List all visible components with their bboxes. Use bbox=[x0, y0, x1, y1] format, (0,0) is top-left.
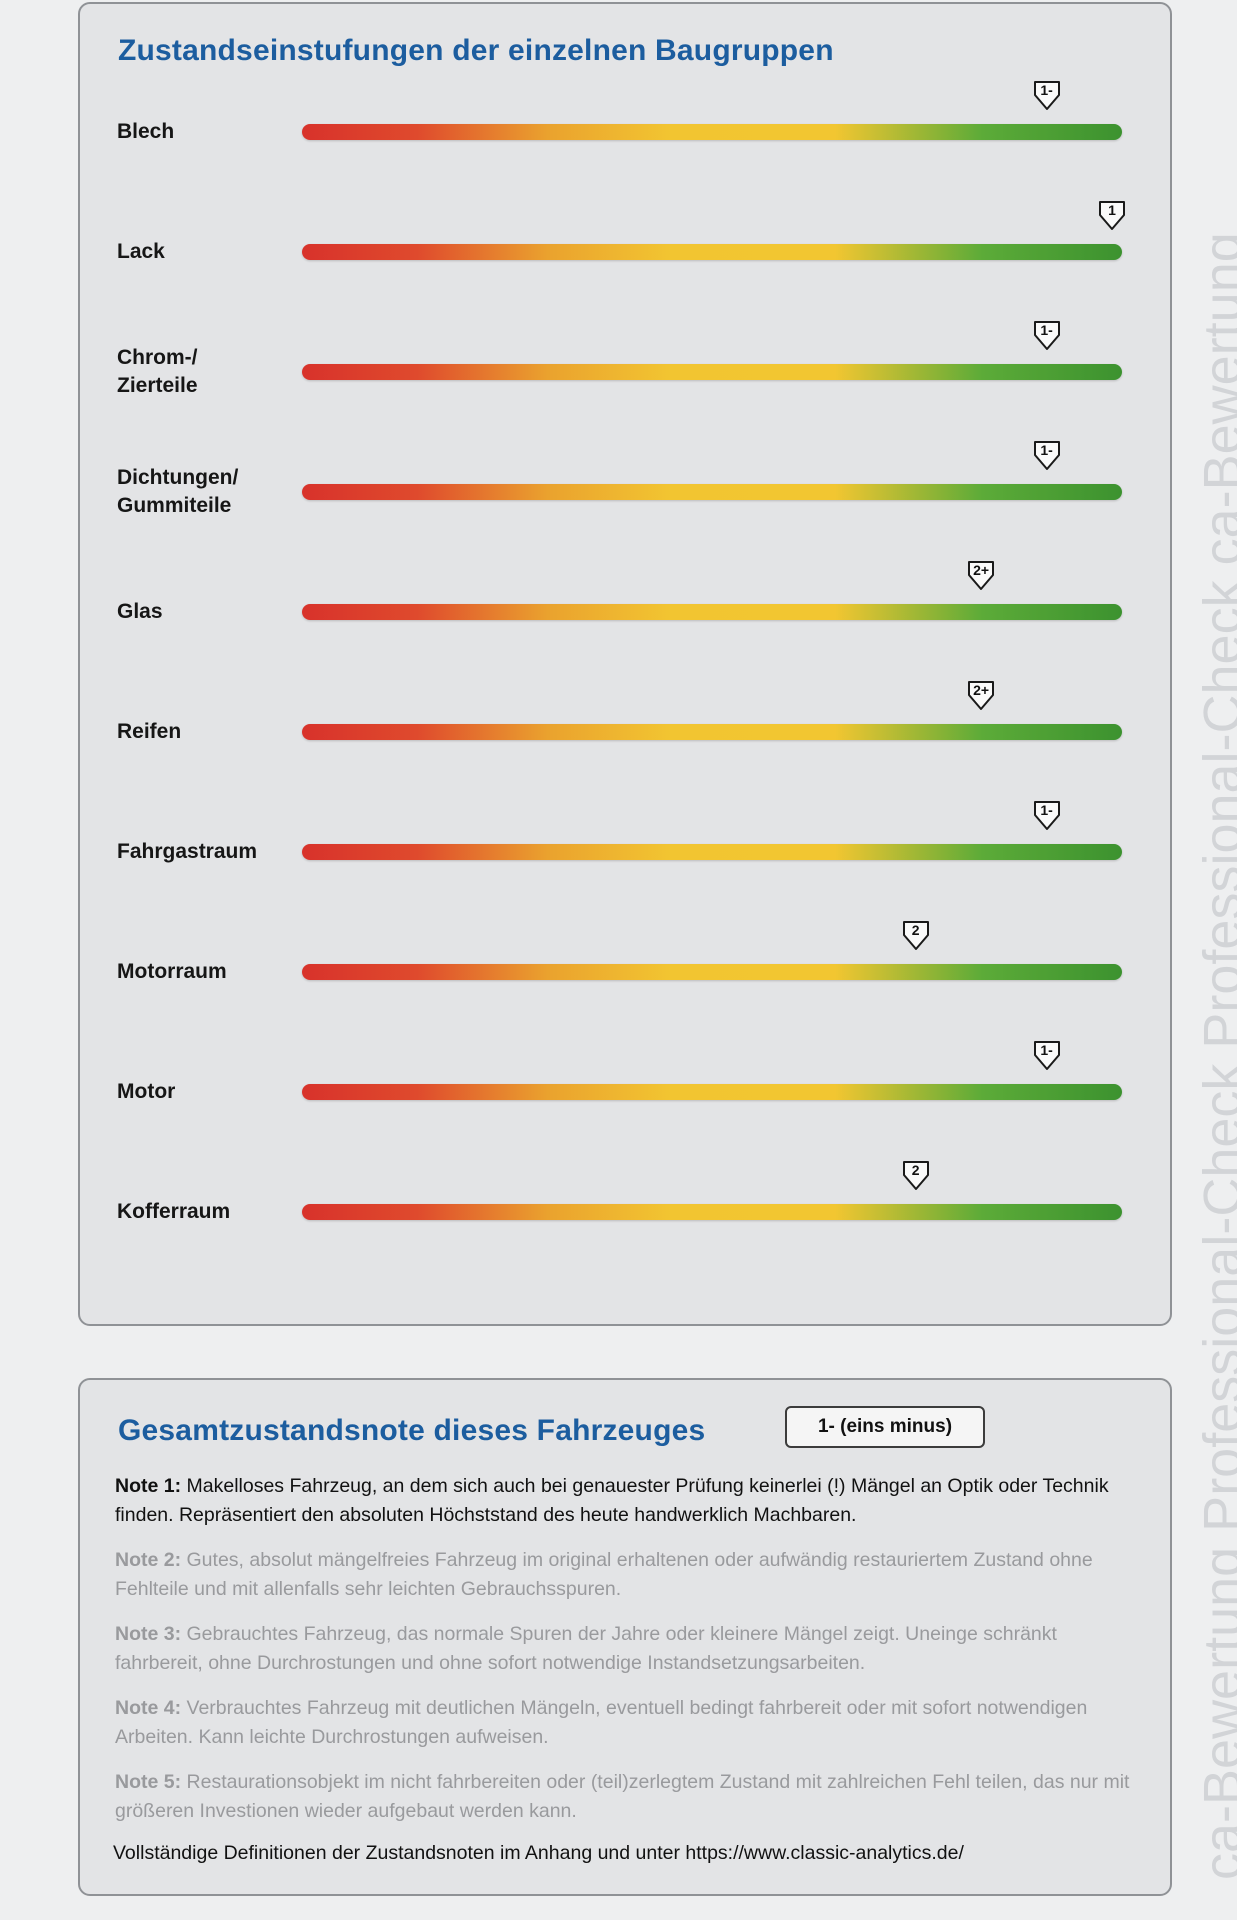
rating-scale-bar: 2+ bbox=[302, 681, 1122, 740]
rating-label: Motorraum bbox=[117, 960, 227, 983]
grade-marker-arrow-icon bbox=[1099, 201, 1125, 230]
overall-grade-badge: 1- (eins minus) bbox=[785, 1406, 985, 1448]
grade-marker: 1- bbox=[1028, 440, 1066, 472]
rating-scale-bar: 2 bbox=[302, 1161, 1122, 1220]
grade-marker-arrow-icon bbox=[968, 681, 995, 710]
grade-marker: 2 bbox=[897, 1160, 935, 1192]
definitions-footer-link-text: Vollständige Definitionen der Zustandsno… bbox=[113, 1842, 964, 1864]
rating-label: Fahrgastraum bbox=[117, 840, 258, 863]
grade-marker-arrow-icon bbox=[1033, 81, 1060, 110]
note-2-definition: Note 2: Gutes, absolut mängelfreies Fahr… bbox=[115, 1546, 1135, 1604]
note-1-definition: Note 1: Makelloses Fahrzeug, an dem sich… bbox=[115, 1472, 1135, 1530]
rating-label: Motor bbox=[117, 1080, 176, 1103]
grade-marker: 1- bbox=[1028, 800, 1066, 832]
grade-marker-text: 1- bbox=[1040, 442, 1053, 458]
overall-title: Gesamtzustandsnote dieses Fahrzeuges bbox=[118, 1414, 706, 1447]
note-4-definition: Note 4: Verbrauchtes Fahrzeug mit deutli… bbox=[115, 1694, 1135, 1752]
ratings-title: Zustandseinstufungen der einzelnen Baugr… bbox=[118, 34, 834, 67]
note-1-label: Note 1: bbox=[115, 1475, 182, 1497]
grade-marker: 2 bbox=[897, 920, 935, 952]
grade-marker-arrow-icon bbox=[902, 1161, 929, 1190]
grade-marker-text: 2+ bbox=[973, 682, 990, 698]
note-3-label: Note 3: bbox=[115, 1623, 182, 1645]
note-5-definition: Note 5: Restaurationsobjekt im nicht fah… bbox=[115, 1768, 1135, 1826]
grade-marker-text: 1- bbox=[1040, 82, 1053, 98]
note-5-label: Note 5: bbox=[115, 1771, 182, 1793]
note-5-text: Restaurationsobjekt im nicht fahrbereite… bbox=[115, 1771, 1130, 1822]
grade-marker-text: 2 bbox=[911, 922, 920, 938]
grade-marker: 1- bbox=[1028, 320, 1066, 352]
overall-grade-panel: Gesamtzustandsnote dieses Fahrzeuges 1- … bbox=[78, 1378, 1172, 1896]
rating-label: Chrom-/ Zierteile bbox=[117, 346, 198, 397]
grade-marker: 2+ bbox=[962, 560, 1000, 592]
grade-marker-text: 2 bbox=[911, 1162, 920, 1178]
note-2-text: Gutes, absolut mängelfreies Fahrzeug im … bbox=[115, 1549, 1093, 1600]
rating-label: Kofferraum bbox=[117, 1200, 231, 1223]
grade-marker: 1- bbox=[1028, 1040, 1066, 1072]
rating-label: Reifen bbox=[117, 720, 182, 743]
note-2-label: Note 2: bbox=[115, 1549, 182, 1571]
grade-marker: 1- bbox=[1028, 80, 1066, 112]
rating-scale-bar: 2 bbox=[302, 921, 1122, 980]
side-watermark-text: ca-Bewertung Professional-Check Professi… bbox=[1193, 232, 1237, 1880]
grade-marker-text: 1- bbox=[1040, 322, 1053, 338]
grade-marker-arrow-icon bbox=[1033, 441, 1060, 470]
rating-label: Blech bbox=[117, 120, 175, 143]
note-3-definition: Note 3: Gebrauchtes Fahrzeug, das normal… bbox=[115, 1620, 1135, 1678]
rating-label: Lack bbox=[117, 240, 165, 263]
grade-marker-text: 1- bbox=[1040, 1042, 1053, 1058]
note-4-text: Verbrauchtes Fahrzeug mit deutlichen Män… bbox=[115, 1697, 1088, 1748]
grade-marker-arrow-icon bbox=[902, 921, 929, 950]
rating-scale-bar: 1- bbox=[302, 441, 1122, 500]
grade-marker: 2+ bbox=[962, 680, 1000, 712]
note-4-label: Note 4: bbox=[115, 1697, 182, 1719]
rating-scale-bar: 1- bbox=[302, 801, 1122, 860]
grade-marker-arrow-icon bbox=[1033, 321, 1060, 350]
grade-marker-text: 1- bbox=[1040, 802, 1053, 818]
grade-marker-arrow-icon bbox=[1033, 801, 1060, 830]
grade-marker-text: 2+ bbox=[973, 562, 990, 578]
note-1-text: Makelloses Fahrzeug, an dem sich auch be… bbox=[115, 1475, 1109, 1526]
grade-marker-arrow-icon bbox=[1033, 1041, 1060, 1070]
rating-scale-bar: 1- bbox=[302, 1041, 1122, 1100]
rating-scale-bar: 1- bbox=[302, 321, 1122, 380]
component-ratings-panel: Zustandseinstufungen der einzelnen Baugr… bbox=[78, 2, 1172, 1326]
grade-marker-arrow-icon bbox=[968, 561, 995, 590]
rating-scale-bar: 1- bbox=[302, 81, 1122, 140]
rating-scale-bar: 2+ bbox=[302, 561, 1122, 620]
grade-marker: 1 bbox=[1093, 200, 1131, 232]
rating-label: Glas bbox=[117, 600, 163, 623]
rating-scale-bar: 1 bbox=[302, 201, 1125, 260]
note-3-text: Gebrauchtes Fahrzeug, das normale Spuren… bbox=[115, 1623, 1057, 1674]
rating-label: Dichtungen/ Gummiteile bbox=[117, 466, 239, 517]
grade-marker-text: 1 bbox=[1108, 202, 1116, 218]
